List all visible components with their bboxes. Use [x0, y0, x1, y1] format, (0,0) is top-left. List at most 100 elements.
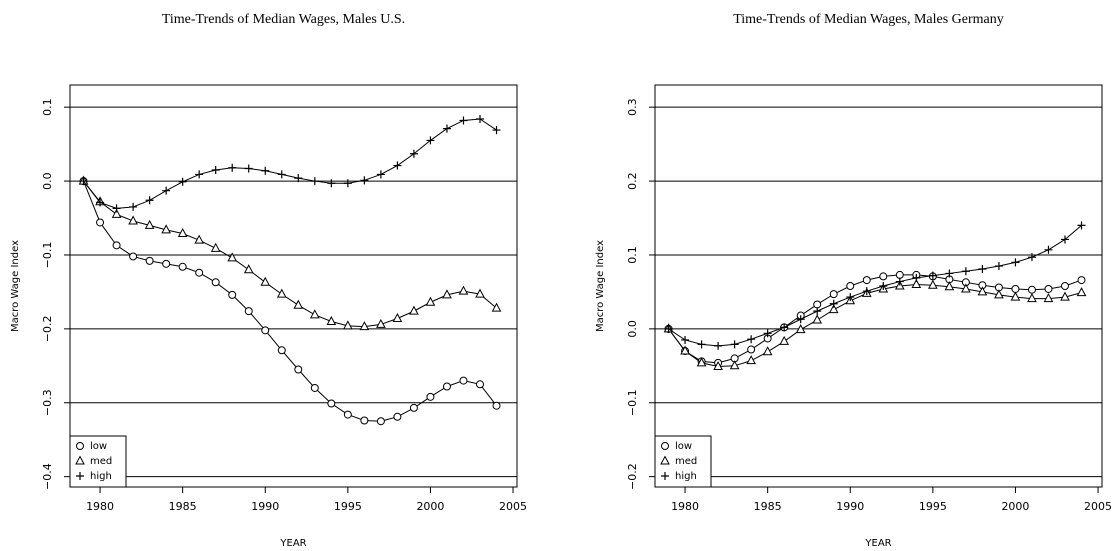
- legend-marker: [661, 442, 669, 450]
- y-tick-label: 0.3: [626, 98, 639, 116]
- marker: [195, 170, 204, 179]
- marker: [177, 227, 188, 238]
- marker: [812, 314, 823, 324]
- marker: [1027, 293, 1037, 303]
- marker: [879, 282, 888, 290]
- marker: [128, 215, 138, 225]
- marker: [310, 383, 319, 392]
- marker: [326, 315, 337, 325]
- marker: [729, 360, 740, 370]
- marker: [1077, 221, 1086, 230]
- marker: [680, 345, 690, 355]
- marker: [112, 241, 121, 250]
- marker: [409, 149, 418, 158]
- legend-label: low: [90, 441, 107, 452]
- marker: [813, 300, 822, 309]
- marker: [425, 296, 436, 306]
- marker: [458, 285, 469, 295]
- legend-label: med: [675, 456, 697, 467]
- marker: [796, 315, 805, 324]
- plot-frame: [69, 84, 518, 488]
- marker: [261, 166, 270, 175]
- marker: [129, 252, 138, 261]
- x-tick-label: 2000: [416, 500, 444, 513]
- y-tick-label: 0.1: [41, 98, 54, 116]
- marker: [945, 269, 954, 278]
- y-tick-label: −0.4: [41, 463, 54, 490]
- y-axis-label: Macro Wage Index: [595, 240, 606, 332]
- marker: [178, 262, 187, 271]
- marker: [96, 198, 105, 207]
- marker: [664, 324, 673, 333]
- marker: [162, 259, 171, 268]
- plot-frame: [654, 84, 1103, 488]
- legend-label: high: [90, 471, 112, 482]
- marker: [828, 304, 839, 314]
- y-tick-label: 0.0: [41, 172, 54, 190]
- marker: [211, 278, 220, 287]
- marker: [327, 179, 336, 188]
- marker: [145, 196, 154, 205]
- marker: [376, 170, 385, 179]
- marker: [696, 357, 707, 367]
- marker: [1011, 284, 1020, 293]
- marker: [244, 307, 253, 316]
- marker: [994, 289, 1004, 299]
- y-tick-label: −0.1: [626, 389, 639, 416]
- marker: [961, 267, 970, 276]
- marker: [409, 403, 418, 412]
- marker: [244, 164, 253, 173]
- marker: [713, 360, 723, 371]
- marker: [879, 272, 888, 281]
- marker: [746, 355, 756, 365]
- marker: [359, 321, 370, 331]
- marker: [492, 401, 501, 410]
- series-line: [83, 118, 497, 209]
- marker: [228, 163, 237, 172]
- marker: [763, 329, 772, 338]
- marker: [195, 268, 204, 277]
- marker: [779, 335, 790, 345]
- legend-label: high: [675, 471, 697, 482]
- marker: [459, 376, 468, 385]
- marker: [492, 126, 501, 135]
- marker: [162, 186, 171, 195]
- marker: [261, 326, 270, 335]
- marker: [1044, 245, 1053, 254]
- marker: [928, 279, 938, 289]
- x-tick-label: 1985: [169, 500, 197, 513]
- marker: [309, 309, 320, 319]
- chart-title: Time-Trends of Median Wages, Males U.S.: [162, 12, 405, 27]
- marker: [895, 277, 904, 286]
- marker: [96, 218, 105, 227]
- marker: [376, 318, 386, 328]
- x-tick-label: 1995: [334, 500, 362, 513]
- marker: [442, 289, 452, 299]
- legend-label: med: [90, 456, 112, 467]
- y-tick-label: 0.0: [626, 320, 639, 338]
- marker: [944, 281, 955, 291]
- marker: [276, 288, 287, 298]
- marker: [1027, 285, 1036, 294]
- marker: [194, 234, 205, 244]
- marker: [277, 170, 286, 179]
- marker: [475, 114, 484, 123]
- marker: [1043, 293, 1054, 303]
- marker: [360, 176, 369, 185]
- marker: [79, 177, 88, 186]
- marker: [813, 307, 822, 316]
- marker: [459, 116, 468, 125]
- marker: [426, 136, 435, 145]
- marker: [343, 179, 352, 188]
- series-line: [668, 284, 1082, 368]
- marker: [277, 346, 286, 355]
- marker: [977, 286, 988, 296]
- legend-label: low: [675, 441, 692, 452]
- marker: [862, 287, 871, 296]
- marker: [911, 278, 922, 289]
- marker: [227, 252, 238, 262]
- x-axis-label: YEAR: [864, 538, 891, 549]
- y-tick-label: 0.2: [626, 172, 639, 190]
- marker: [360, 416, 369, 425]
